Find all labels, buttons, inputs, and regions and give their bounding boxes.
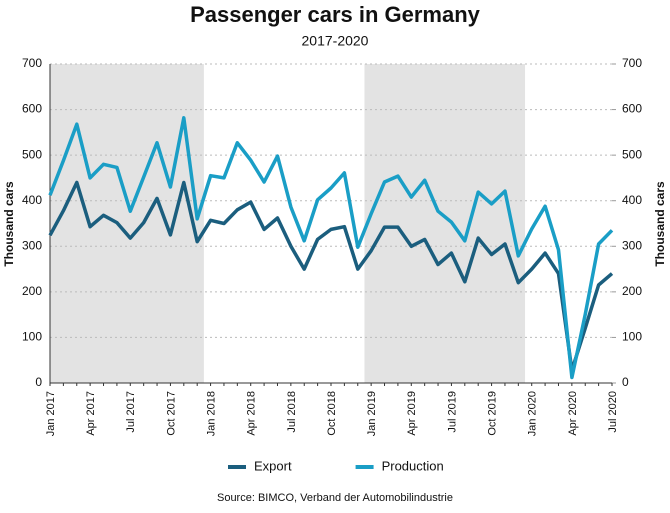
x-tick-label: Oct 2019: [486, 391, 498, 436]
source: Source: BIMCO, Verband der Automobilindu…: [217, 492, 453, 504]
x-tick-label: Jul 2019: [446, 391, 458, 433]
y2-tick-label: 700: [622, 56, 642, 70]
shaded-band: [50, 64, 204, 383]
series-line: [48, 116, 614, 380]
y-tick-label: 400: [22, 193, 42, 207]
x-tick-label: Apr 2020: [567, 391, 579, 436]
y2-tick-label: 600: [622, 102, 642, 116]
x-tick-label: Oct 2017: [165, 391, 177, 436]
y-tick-label: 0: [35, 375, 42, 389]
x-tick-label: Jan 2018: [205, 391, 217, 436]
shaded-band: [364, 64, 526, 383]
x-tick-label: Apr 2017: [85, 391, 97, 436]
y-tick-label: 200: [22, 284, 42, 298]
y2-tick-label: 0: [622, 375, 629, 389]
legend-label: Export: [254, 458, 292, 473]
series-line: [48, 180, 614, 372]
y-tick-label: 700: [22, 56, 42, 70]
y2-axis-title: Thousand cars: [653, 181, 667, 267]
y2-tick-label: 100: [622, 330, 642, 344]
chart-title: Passenger cars in Germany: [190, 2, 481, 27]
legend-label: Production: [382, 458, 444, 473]
x-tick-label: Jul 2018: [286, 391, 298, 433]
chart-subtitle: 2017-2020: [302, 33, 369, 49]
y-axis-title: Thousand cars: [2, 181, 16, 267]
x-tick-label: Jan 2020: [527, 391, 539, 436]
y2-tick-label: 300: [622, 238, 642, 252]
y2-tick-label: 500: [622, 147, 642, 161]
x-tick-label: Jul 2020: [607, 391, 619, 433]
y-tick-label: 100: [22, 330, 42, 344]
x-tick-label: Jan 2017: [45, 391, 57, 436]
x-tick-label: Apr 2018: [246, 391, 258, 436]
y-tick-label: 600: [22, 102, 42, 116]
x-tick-label: Jan 2019: [366, 391, 378, 436]
y-tick-label: 500: [22, 147, 42, 161]
y2-tick-label: 200: [622, 284, 642, 298]
x-tick-label: Oct 2018: [326, 391, 338, 436]
x-tick-label: Jul 2017: [125, 391, 137, 433]
x-tick-label: Apr 2019: [406, 391, 418, 436]
y2-tick-label: 400: [622, 193, 642, 207]
y-tick-label: 300: [22, 238, 42, 252]
